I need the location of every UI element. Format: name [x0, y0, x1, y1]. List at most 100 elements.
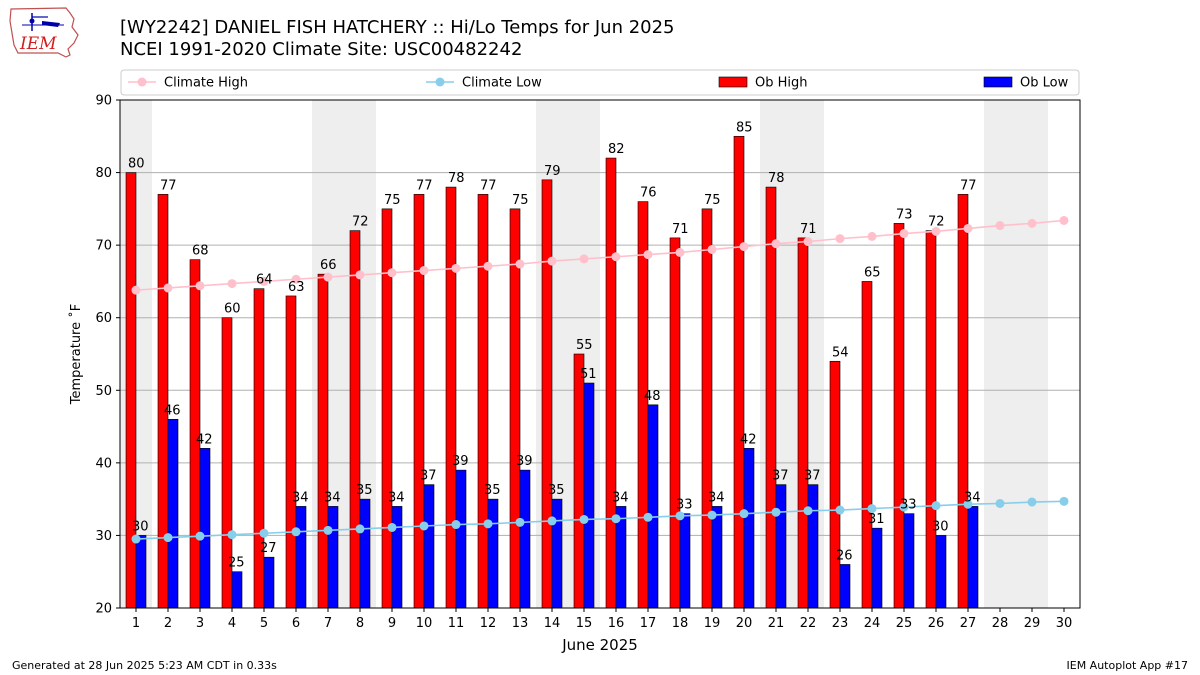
ob-high-label: 77	[416, 178, 433, 193]
ob-low-label: 39	[516, 454, 533, 469]
legend: Climate High Climate Low Ob High Ob Low	[120, 69, 1080, 96]
x-tick-label: 9	[388, 616, 396, 631]
climate-low-point	[803, 506, 813, 516]
climate-low-point	[899, 502, 909, 512]
climate-low-point	[291, 527, 301, 537]
y-tick-label: 30	[95, 529, 112, 544]
ob-low-bar	[839, 564, 851, 609]
x-tick-label: 14	[544, 616, 561, 631]
climate-low-point	[835, 505, 845, 515]
ob-high-label: 54	[832, 345, 849, 360]
climate-high-point	[803, 237, 813, 247]
ob-low-label: 26	[836, 548, 853, 563]
climate-high-line	[135, 219, 1065, 291]
x-tick-label: 16	[608, 616, 625, 631]
x-tick-label: 25	[896, 616, 913, 631]
ob-high-label: 63	[288, 280, 305, 295]
x-tick-label: 15	[576, 616, 593, 631]
ob-low-label: 34	[292, 490, 309, 505]
x-tick-label: 17	[640, 616, 657, 631]
climate-low-point	[707, 510, 717, 520]
ob-low-label: 33	[900, 498, 917, 513]
ob-low-bar	[583, 382, 595, 609]
x-tick-label: 18	[672, 616, 689, 631]
ob-low-bar	[679, 513, 691, 609]
climate-low-point	[547, 516, 557, 526]
ob-low-label: 34	[708, 490, 725, 505]
ob-low-bar	[903, 513, 915, 609]
ob-high-bar	[413, 194, 425, 609]
y-tick-label: 60	[95, 311, 112, 326]
climate-high-point	[931, 226, 941, 236]
ob-low-bar	[743, 448, 755, 609]
ob-low-bar	[199, 448, 211, 609]
climate-low-point	[1059, 496, 1069, 506]
ob-low-bar	[647, 404, 659, 609]
chart-subtitle: NCEI 1991-2020 Climate Site: USC00482242	[120, 39, 523, 60]
ob-high-bar	[349, 230, 361, 609]
x-tick-label: 5	[260, 616, 268, 631]
ob-low-bar	[327, 506, 339, 609]
climate-high-point	[227, 279, 237, 289]
climate-low-point	[771, 507, 781, 517]
climate-high-point	[739, 242, 749, 252]
climate-low-point	[227, 530, 237, 540]
iem-logo: IEM	[9, 7, 79, 58]
ob-low-bar	[935, 535, 947, 609]
ob-low-label: 48	[644, 389, 661, 404]
climate-high-point	[259, 276, 269, 286]
ob-low-label: 30	[132, 519, 149, 534]
x-tick-label: 11	[448, 616, 465, 631]
legend-label: Ob High	[755, 76, 808, 91]
ob-low-bar	[359, 498, 371, 609]
climate-low-point	[163, 533, 173, 543]
climate-low-point	[1027, 497, 1037, 507]
ob-high-label: 85	[736, 120, 753, 135]
climate-high-point	[483, 261, 493, 271]
climate-high-point	[963, 223, 973, 233]
x-tick-label: 4	[228, 616, 236, 631]
svg-text:IEM: IEM	[19, 34, 57, 54]
ob-low-bar	[487, 498, 499, 609]
climate-low-point	[515, 517, 525, 527]
x-tick-label: 19	[704, 616, 721, 631]
ob-low-bar	[775, 484, 787, 609]
ob-high-label: 71	[800, 222, 817, 237]
ob-high-label: 66	[320, 258, 337, 273]
legend-swatch	[983, 76, 1013, 88]
ob-low-label: 35	[356, 483, 373, 498]
plot-frame	[119, 99, 1081, 609]
ob-high-label: 65	[864, 265, 881, 280]
x-axis-label: June 2025	[561, 636, 638, 654]
ob-high-bar	[477, 194, 489, 609]
footer-generated: Generated at 28 Jun 2025 5:23 AM CDT in …	[12, 659, 277, 672]
ob-low-bar	[167, 419, 179, 609]
y-tick-label: 70	[95, 239, 112, 254]
ob-low-bar	[871, 527, 883, 609]
weekend-shade	[1016, 100, 1048, 608]
y-axis-label: Temperature ˚F	[68, 304, 84, 405]
climate-high-point	[675, 247, 685, 257]
footer-app: IEM Autoplot App #17	[1066, 659, 1189, 672]
ob-high-bar	[509, 208, 521, 609]
legend-swatch	[718, 76, 748, 88]
ob-high-label: 75	[704, 193, 721, 208]
climate-high-point	[355, 270, 365, 280]
ob-high-bar	[925, 230, 937, 609]
x-tick-label: 24	[864, 616, 881, 631]
climate-high-point	[291, 274, 301, 284]
chart-title: [WY2242] DANIEL FISH HATCHERY :: Hi/Lo T…	[120, 17, 675, 38]
climate-high-point	[707, 244, 717, 254]
y-tick-label: 50	[95, 384, 112, 399]
ob-low-label: 46	[164, 403, 181, 418]
ob-high-label: 80	[128, 157, 145, 172]
ob-high-label: 78	[448, 171, 465, 186]
ob-low-bar	[711, 506, 723, 609]
ob-high-label: 75	[512, 193, 529, 208]
ob-high-bar	[733, 135, 745, 609]
ob-high-bar	[317, 273, 329, 609]
ob-low-bar	[519, 469, 531, 609]
climate-high-point	[451, 263, 461, 273]
x-tick-label: 1	[132, 616, 140, 631]
